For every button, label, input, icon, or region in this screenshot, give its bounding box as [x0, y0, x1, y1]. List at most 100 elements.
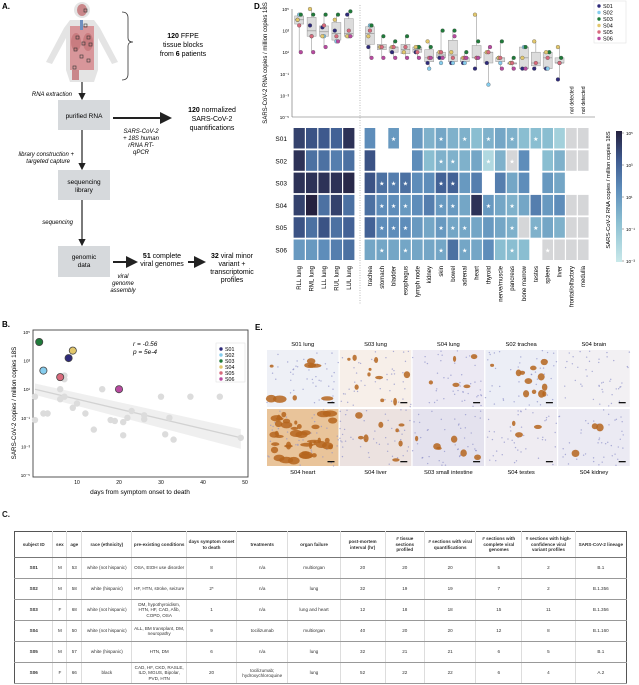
histology-image [411, 409, 485, 466]
rtqpcr-line: SARS-CoV-2 [123, 129, 159, 135]
significance-star-icon: ★ [533, 136, 538, 143]
assembly-line: genome [112, 281, 134, 287]
nucleus-dot [396, 457, 399, 459]
nucleus-dot [568, 352, 570, 354]
heatmap-cell [542, 217, 553, 238]
blocks-line2: tissue blocks [163, 42, 204, 49]
nucleus-dot [586, 375, 588, 377]
table-cell: 5 [475, 557, 522, 579]
table-cell: white (hispanic) [81, 578, 132, 600]
heatmap-cell [330, 150, 342, 171]
table-cell: HTN, DM [131, 641, 187, 663]
nucleus-dot [356, 390, 359, 393]
nucleus-dot [472, 405, 474, 408]
significance-star-icon: ★ [486, 136, 491, 143]
heatmap-cell [293, 172, 305, 194]
histology-image [267, 408, 339, 467]
blocks-patients: patients [180, 51, 207, 58]
significance-star-icon: ★ [462, 225, 467, 232]
table-cell: white (hispanic) [81, 641, 132, 663]
legend-label: S02 [225, 353, 234, 359]
column-header: treatments [236, 531, 288, 558]
table-cell: S05 [14, 641, 53, 663]
nucleus-dot [332, 395, 334, 397]
heatmap-cell [364, 150, 376, 171]
legend-marker [219, 347, 223, 351]
nucleus-dot [385, 357, 387, 359]
histology-background [485, 350, 557, 407]
histology-image [558, 409, 630, 467]
nucleus-dot [311, 417, 313, 419]
nucleus-dot [610, 444, 613, 447]
legend-label: S05 [603, 30, 613, 36]
boxplot-point [381, 55, 386, 60]
y-tick-label: 10⁵ [282, 7, 289, 12]
heatmap-cell [459, 194, 471, 216]
nucleus-dot [534, 371, 537, 373]
stain-blob [292, 395, 297, 401]
boxplot-point [427, 66, 432, 71]
table-row: S05 M 57 white (hispanic) HTN, DM 6 n/a lung 32 2… [14, 641, 627, 663]
nucleus-dot [316, 432, 318, 434]
heatmap-cell [518, 128, 530, 149]
significance-star-icon: ★ [450, 203, 455, 210]
legend-label: S01 [603, 4, 613, 10]
heatmap-row-label: S02 [275, 158, 287, 165]
histology-grid: S01 lung S03 lung S04 lung S02 trachea S04 b… [265, 342, 631, 476]
nucleus-dot [426, 362, 429, 365]
legend-marker [219, 371, 223, 375]
nucleus-dot [513, 401, 515, 403]
heatmap-cell [566, 128, 577, 149]
table-cell: ALL, BM transplant, DM, neuropathy [131, 620, 187, 642]
nucleus-dot [289, 371, 292, 374]
scatter-point [162, 431, 169, 438]
heatmap-cell [471, 217, 482, 238]
step-library: library construction + [18, 152, 74, 158]
nucleus-dot [554, 446, 556, 448]
significance-star-icon: ★ [391, 136, 396, 143]
nucleus-dot [614, 419, 616, 421]
nucleus-dot [474, 364, 476, 367]
nucleus-dot [454, 444, 456, 446]
nucleus-dot [603, 456, 605, 458]
nucleus-dot [468, 355, 471, 357]
nucleus-dot [313, 414, 315, 416]
heatmap-cell [343, 239, 355, 260]
nucleus-dot [602, 391, 604, 393]
heatmap-cell [400, 194, 411, 216]
scale-bar [473, 461, 481, 463]
nucleus-dot [298, 439, 300, 442]
heatmap-cell [447, 172, 459, 194]
heatmap-cell [376, 239, 388, 260]
nucleus-dot [286, 438, 288, 440]
table-cell: tocilizumab; hydroxychloroquine [236, 662, 288, 684]
table-cell: 21 [384, 641, 425, 663]
stain-blob [294, 420, 298, 425]
boxplot-point [476, 39, 481, 44]
boxplot-point [369, 23, 374, 28]
table-row: S02 M 58 white (hispanic) HF, HTN, stroke, s… [14, 578, 627, 600]
stain-blob [450, 435, 458, 443]
scatter-point-s01 [64, 354, 73, 363]
legend-marker [219, 365, 223, 369]
box-library-label: library [75, 187, 93, 194]
nucleus-dot [598, 437, 601, 439]
histology-label: S04 testes [507, 470, 534, 476]
heatmap-cell [388, 172, 399, 194]
blocks-line1: 120 FFPE [167, 33, 199, 40]
nucleus-dot [517, 366, 519, 368]
nucleus-dot [535, 383, 537, 386]
table-cell: S01 [14, 557, 53, 579]
heatmap-cell [423, 172, 435, 194]
nucleus-dot [621, 430, 623, 432]
nucleus-dot [577, 366, 579, 368]
legend-marker [597, 10, 601, 15]
stain-blob [311, 453, 317, 458]
stain-blob [393, 397, 397, 406]
nucleus-dot [450, 374, 452, 376]
nucleus-dot [336, 435, 338, 437]
legend-label: S02 [603, 11, 613, 17]
heatmap-cell [343, 128, 355, 149]
heatmap-cell [506, 128, 518, 149]
stain-blob [490, 363, 495, 367]
